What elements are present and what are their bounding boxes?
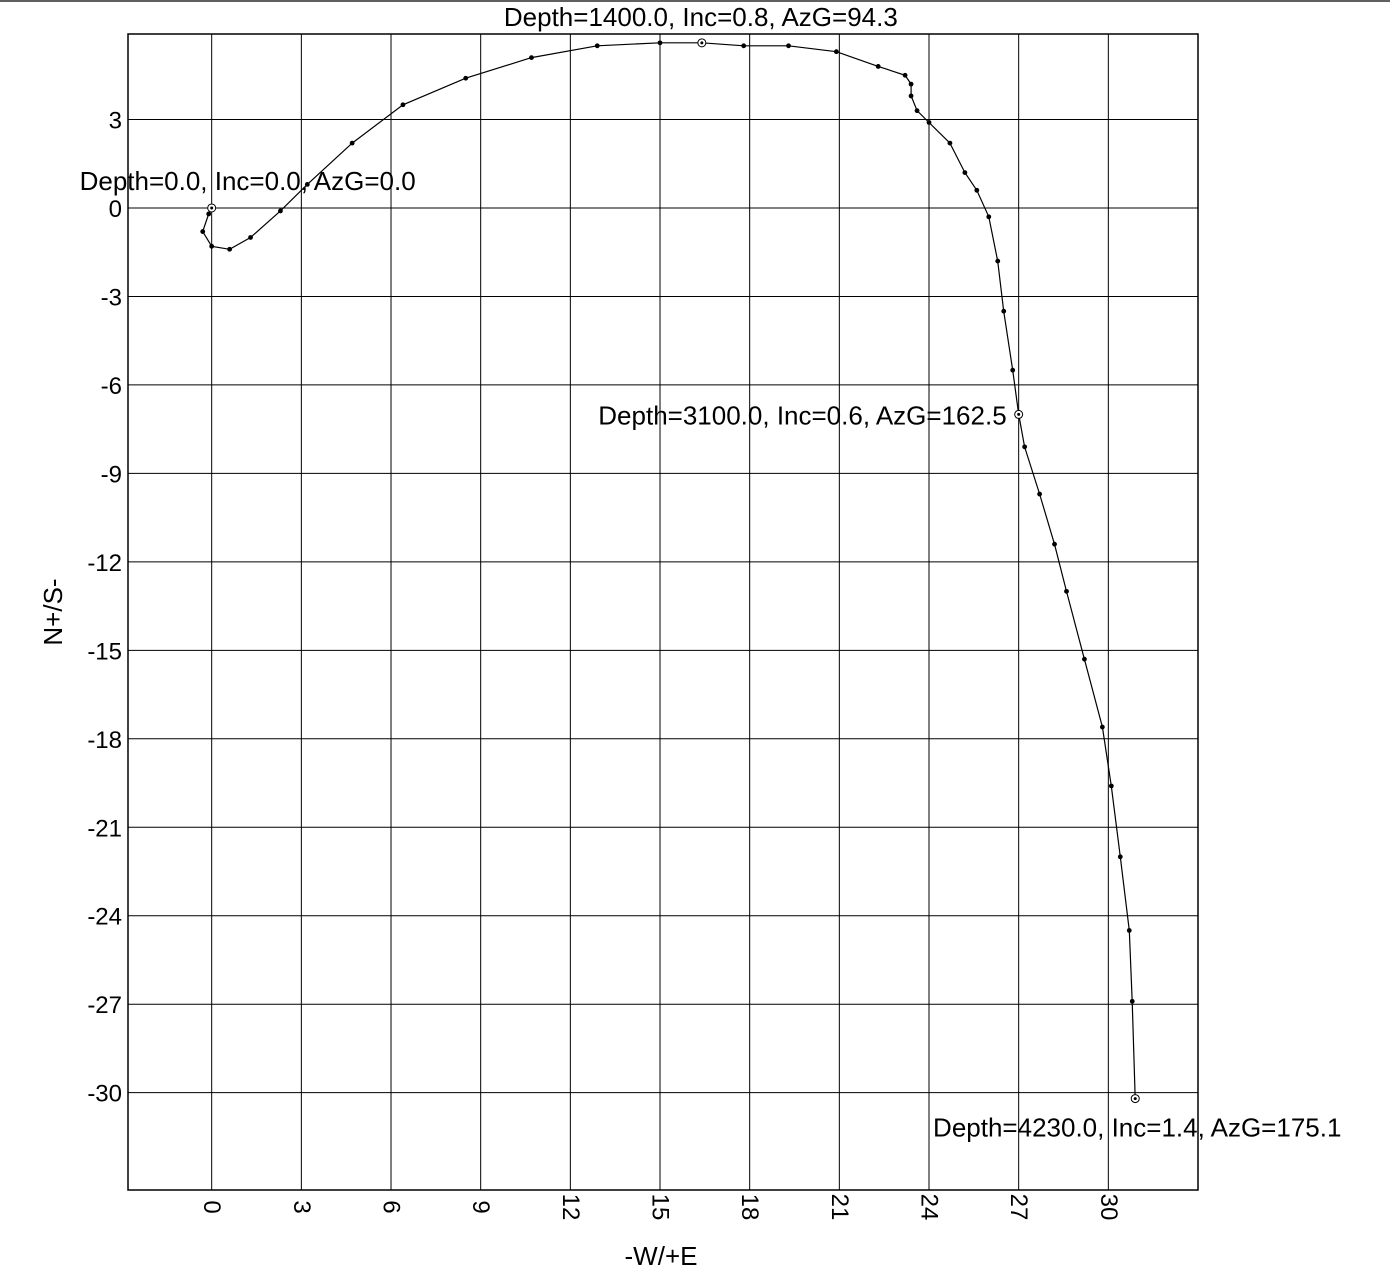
x-tick-label: 6 bbox=[378, 1200, 405, 1213]
survey-point bbox=[741, 43, 747, 49]
x-tick-label: 27 bbox=[1005, 1194, 1032, 1221]
survey-point bbox=[1099, 724, 1105, 730]
survey-point bbox=[227, 246, 233, 252]
survey-point bbox=[1022, 444, 1028, 450]
survey-point bbox=[1108, 783, 1114, 789]
survey-point bbox=[304, 181, 310, 187]
survey-point bbox=[1082, 656, 1087, 662]
annotation-label: Depth=1400.0, Inc=0.8, AzG=94.3 bbox=[504, 2, 898, 32]
plot-area bbox=[127, 33, 1199, 1191]
x-tick-label: 15 bbox=[647, 1194, 674, 1221]
y-tick-label: -18 bbox=[87, 727, 122, 754]
survey-point bbox=[1117, 854, 1123, 860]
x-axis-ticks: 0 3 6 9 12 15 18 21 24 27 30 bbox=[198, 1194, 1122, 1221]
survey-point bbox=[962, 170, 968, 176]
survey-point bbox=[786, 43, 791, 49]
survey-point bbox=[926, 120, 932, 125]
survey-point bbox=[875, 64, 881, 69]
x-tick-label: 0 bbox=[198, 1200, 225, 1213]
x-tick-label: 12 bbox=[557, 1194, 584, 1221]
y-tick-label: -15 bbox=[87, 638, 122, 665]
y-tick-label: -30 bbox=[87, 1081, 122, 1108]
survey-point bbox=[1001, 308, 1007, 314]
survey-point bbox=[1126, 928, 1132, 933]
y-tick-label: -9 bbox=[101, 461, 122, 488]
x-tick-label: 30 bbox=[1095, 1194, 1122, 1221]
survey-point bbox=[657, 40, 663, 46]
x-tick-label: 18 bbox=[736, 1194, 763, 1221]
survey-point bbox=[908, 93, 914, 99]
survey-point bbox=[908, 81, 914, 87]
y-tick-label: -24 bbox=[87, 904, 122, 931]
annotation-markers bbox=[207, 38, 1140, 1104]
survey-point bbox=[1064, 588, 1069, 594]
survey-point bbox=[947, 140, 953, 146]
survey-point bbox=[248, 235, 253, 240]
annotation-label: Depth=0.0, Inc=0.0, AzG=0.0 bbox=[80, 166, 416, 196]
y-axis-ticks: 3 0 -3 -6 -9 -12 -15 -18 -21 -24 -27 -30 bbox=[87, 108, 122, 1108]
survey-point bbox=[529, 55, 534, 60]
x-tick-label: 9 bbox=[467, 1200, 494, 1213]
annotation-marker-dot bbox=[700, 41, 704, 45]
survey-point bbox=[1052, 541, 1057, 547]
survey-point bbox=[463, 75, 469, 81]
annotation-marker-dot bbox=[1133, 1097, 1137, 1101]
survey-point bbox=[594, 43, 600, 49]
x-axis-title: -W/+E bbox=[625, 1241, 698, 1271]
survey-point bbox=[349, 140, 355, 146]
y-tick-label: -12 bbox=[87, 550, 122, 577]
survey-point bbox=[209, 243, 215, 249]
annotations: Depth=0.0, Inc=0.0, AzG=0.0 Depth=1400.0,… bbox=[80, 2, 1342, 1143]
y-axis-title: N+/S- bbox=[38, 578, 68, 645]
x-tick-label: 24 bbox=[916, 1194, 943, 1221]
survey-point bbox=[278, 208, 283, 214]
y-tick-label: -3 bbox=[101, 284, 122, 311]
y-tick-label: 0 bbox=[109, 196, 122, 223]
survey-point bbox=[902, 72, 908, 78]
survey-point bbox=[914, 108, 920, 114]
survey-point bbox=[1129, 998, 1135, 1004]
y-tick-label: 3 bbox=[109, 108, 122, 135]
survey-point bbox=[995, 258, 1001, 264]
grid bbox=[128, 34, 1198, 1190]
survey-points bbox=[200, 40, 1138, 1101]
survey-point bbox=[206, 211, 212, 217]
survey-point bbox=[1037, 491, 1042, 497]
x-tick-label: 3 bbox=[288, 1200, 315, 1213]
annotation-label: Depth=3100.0, Inc=0.6, AzG=162.5 bbox=[598, 400, 1006, 430]
annotation-label: Depth=4230.0, Inc=1.4, AzG=175.1 bbox=[933, 1113, 1341, 1143]
survey-point bbox=[986, 214, 992, 220]
survey-point bbox=[400, 102, 406, 108]
annotation-marker-dot bbox=[1017, 412, 1021, 416]
y-tick-label: -21 bbox=[87, 815, 122, 842]
x-tick-label: 21 bbox=[826, 1194, 853, 1221]
survey-point bbox=[974, 187, 980, 193]
annotation-marker-dot bbox=[210, 206, 214, 210]
survey-point bbox=[1010, 367, 1016, 373]
y-tick-label: -27 bbox=[87, 992, 122, 1019]
survey-point bbox=[833, 49, 839, 55]
survey-point bbox=[200, 229, 206, 234]
y-tick-label: -6 bbox=[101, 373, 122, 400]
